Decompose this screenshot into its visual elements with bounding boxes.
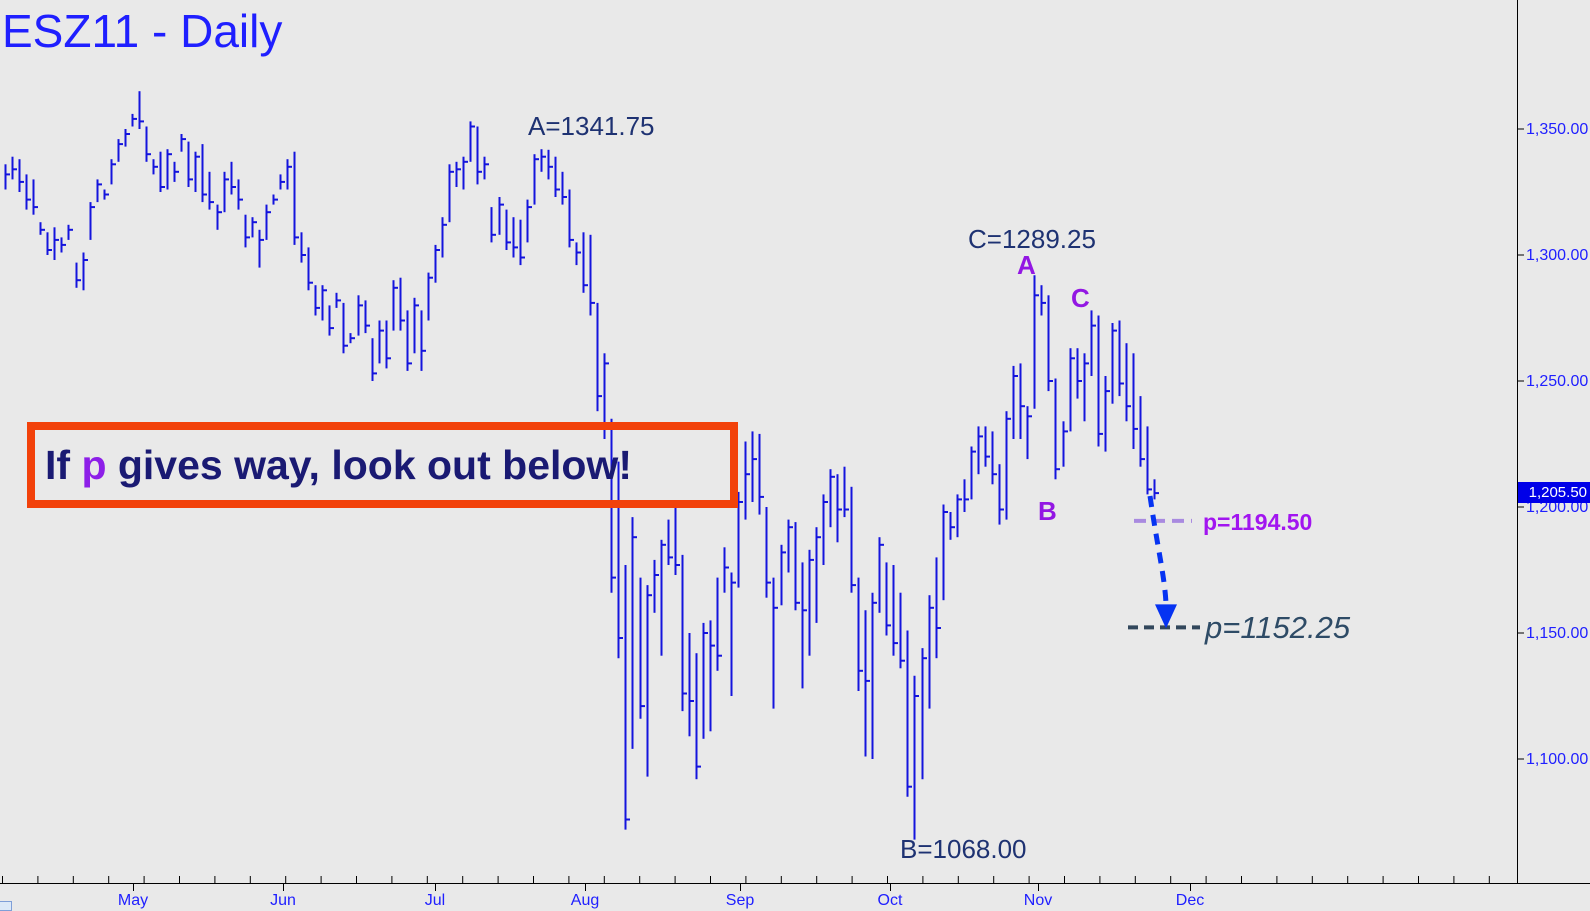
x-axis-month-label: Jun	[270, 892, 296, 909]
x-axis-month-label: Aug	[571, 892, 599, 909]
wave-c-label: C=1289.25	[968, 224, 1096, 254]
y-axis-tick-label: 1,350.00	[1526, 121, 1588, 138]
y-axis-tick-label: 1,150.00	[1526, 625, 1588, 642]
x-axis-month-label: Jul	[425, 892, 445, 909]
p-upper-label: p=1194.50	[1203, 508, 1313, 535]
last-price-badge: 1,205.50	[1518, 482, 1590, 504]
projection-arrow-stem	[1147, 495, 1169, 605]
callout-prefix: If	[45, 441, 82, 488]
x-axis-month-label: Nov	[1024, 892, 1052, 909]
y-axis-tick-label: 1,100.00	[1526, 751, 1588, 768]
x-axis-month-label: Sep	[726, 892, 755, 909]
swing-a-label: A	[1017, 250, 1036, 280]
y-axis-tick-label: 1,250.00	[1526, 373, 1588, 390]
y-axis-tick-label: 1,300.00	[1526, 247, 1588, 264]
wave-b-label: B=1068.00	[900, 834, 1027, 864]
x-axis-month-label: Dec	[1176, 892, 1204, 909]
x-axis-month-label: May	[118, 892, 148, 909]
projection-arrow-head	[1155, 604, 1177, 629]
swing-c-label: C	[1071, 283, 1090, 313]
callout-suffix: gives way, look out below!	[106, 441, 632, 488]
wave-a-label: A=1341.75	[528, 111, 655, 141]
x-axis-month-label: Oct	[878, 892, 903, 909]
corner-artifact	[0, 901, 12, 911]
callout-text: If p gives way, look out below!	[45, 442, 632, 489]
y-axis-tick-label: 1,200.00	[1526, 499, 1588, 516]
callout-box: If p gives way, look out below!	[27, 422, 738, 508]
swing-b-label: B	[1038, 496, 1057, 526]
callout-p-highlight: p	[81, 441, 107, 488]
p-lower-label: p=1152.25	[1205, 610, 1351, 646]
page-title: ESZ11 - Daily	[2, 5, 283, 57]
